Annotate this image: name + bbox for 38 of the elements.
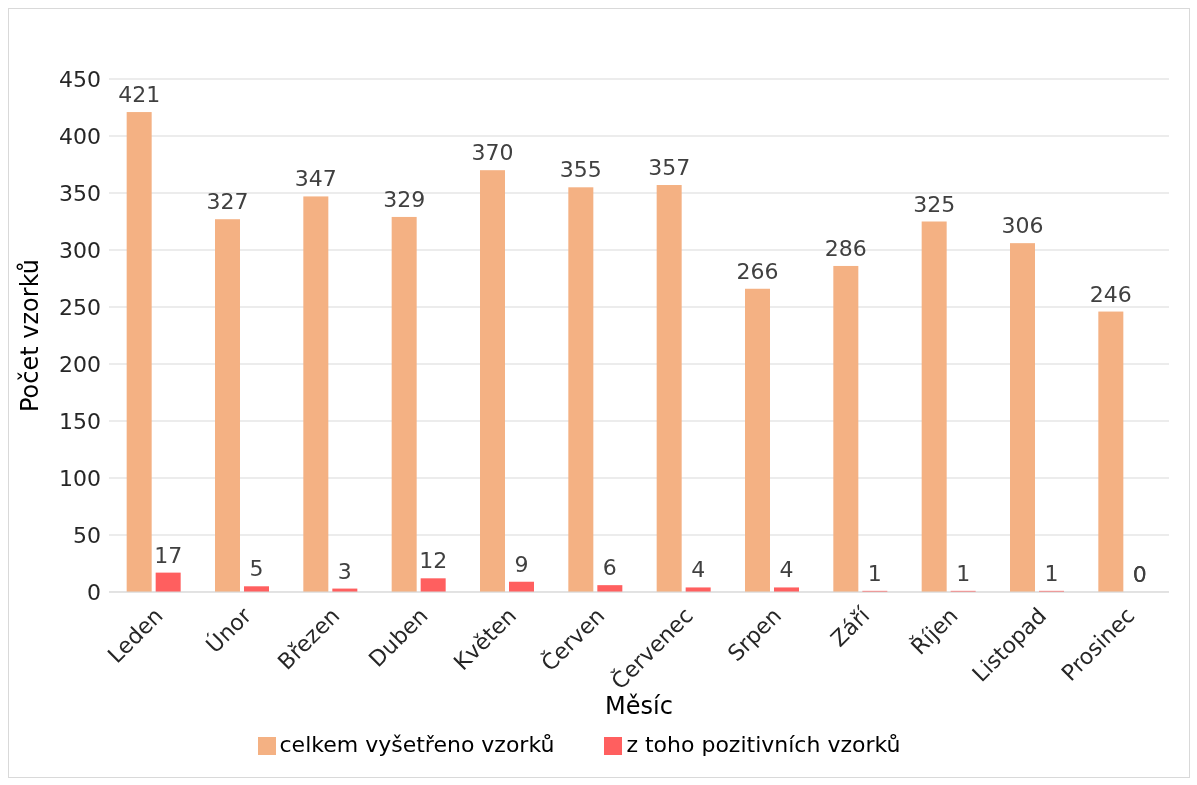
y-tick-label: 0	[87, 579, 101, 605]
y-tick-label: 450	[59, 66, 101, 92]
data-label: 17	[154, 542, 183, 568]
y-axis-title: Počet vzorků	[15, 258, 44, 413]
data-label: 12	[419, 548, 448, 574]
data-label: 357	[648, 155, 691, 181]
y-tick-label: 50	[73, 522, 101, 548]
data-label: 421	[118, 82, 161, 108]
legend-label: z toho pozitivních vzorků	[626, 732, 901, 757]
y-tick-label: 100	[59, 465, 101, 491]
data-label: 0	[1132, 562, 1147, 587]
data-label: 355	[559, 157, 602, 183]
data-label: 6	[602, 555, 617, 581]
data-label: 1	[867, 560, 882, 586]
data-label: 370	[471, 140, 514, 166]
data-label: 266	[736, 258, 779, 284]
y-tick-label: 400	[59, 123, 101, 149]
data-label: 329	[383, 186, 426, 212]
data-label: 4	[779, 557, 794, 583]
data-label: 3	[337, 558, 352, 584]
y-tick-label: 150	[59, 408, 101, 434]
legend-label: celkem vyšetřeno vzorků	[279, 732, 555, 757]
y-tick-label: 350	[59, 180, 101, 206]
y-tick-label: 250	[59, 294, 101, 320]
data-label: 306	[1001, 213, 1044, 239]
y-tick-label: 300	[59, 237, 101, 263]
data-label: 4	[691, 557, 706, 583]
y-tick-label: 200	[59, 351, 101, 377]
data-label: 347	[294, 166, 337, 192]
data-label: 5	[249, 556, 264, 582]
data-label: 325	[913, 191, 956, 217]
data-label: 286	[824, 235, 867, 261]
x-axis-title: Měsíc	[605, 692, 673, 720]
data-label: 9	[514, 551, 529, 577]
data-label: 327	[206, 189, 249, 215]
data-label: 246	[1089, 281, 1132, 307]
data-label: 1	[1044, 560, 1059, 586]
data-label: 1	[956, 560, 971, 586]
